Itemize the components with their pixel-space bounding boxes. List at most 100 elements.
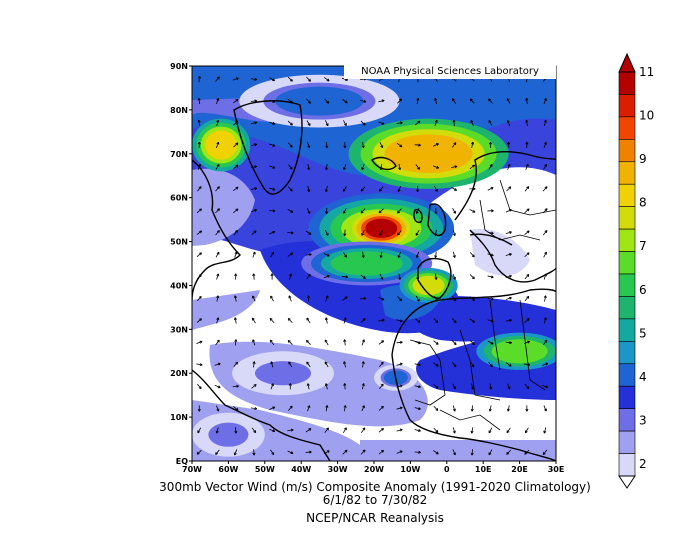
wind-arrow-166 xyxy=(306,273,311,280)
wind-arrow-139 xyxy=(543,317,547,324)
wind-arrow-88 xyxy=(343,361,347,368)
wind-arrow-58 xyxy=(525,405,529,412)
lon-tick-label: 50W xyxy=(255,465,275,474)
wind-arrow-240 xyxy=(197,186,202,192)
wind-arrow-285 xyxy=(287,142,293,148)
wind-arrow-217 xyxy=(505,231,512,235)
wind-arrow-277 xyxy=(507,163,511,170)
wind-arrow-113 xyxy=(433,340,439,345)
wind-arrow-197 xyxy=(505,252,512,256)
wind-arrow-199 xyxy=(543,251,547,258)
colorbar-segment xyxy=(618,94,636,118)
wind-arrow-344 xyxy=(269,77,275,82)
wind-arrow-66 xyxy=(306,383,310,390)
wind-arrow-124 xyxy=(269,317,275,324)
wind-arrow-14 xyxy=(452,449,456,456)
wind-arrow-286 xyxy=(307,142,311,149)
wind-arrow-143 xyxy=(252,295,256,302)
wind-arrow-101 xyxy=(215,339,220,346)
wind-arrow-248 xyxy=(342,186,347,192)
lat-tick-label: 30N xyxy=(170,325,188,334)
wind-arrow-193 xyxy=(434,251,438,258)
lat-tick-label: 40N xyxy=(170,281,188,290)
wind-arrow-47 xyxy=(325,405,329,412)
wind-arrow-251 xyxy=(397,185,402,192)
wind-arrow-167 xyxy=(323,274,330,279)
wind-arrow-283 xyxy=(250,143,258,147)
wind-arrow-83 xyxy=(252,361,256,368)
wind-arrow-70 xyxy=(379,383,384,389)
lon-tick-label: 0 xyxy=(444,465,450,474)
wind-arrow-81 xyxy=(214,362,221,366)
colorbar-segment xyxy=(618,408,636,432)
wind-arrow-97 xyxy=(505,362,512,367)
colorbar-min-arrow xyxy=(618,475,636,489)
wind-arrow-192 xyxy=(415,251,420,258)
wind-arrow-308 xyxy=(343,120,347,127)
wind-arrow-57 xyxy=(506,405,511,412)
wind-arrow-65 xyxy=(288,383,292,390)
lat-tick-label: 80N xyxy=(170,106,188,115)
colorbar-segment xyxy=(618,139,636,163)
wind-arrow-187 xyxy=(323,253,330,257)
wind-arrow-191 xyxy=(397,251,401,258)
wind-arrow-55 xyxy=(470,405,474,412)
colorbar-label: 11 xyxy=(639,65,654,79)
wind-arrow-269 xyxy=(361,164,365,171)
wind-arrow-272 xyxy=(415,164,420,170)
colorbar-segment xyxy=(618,251,636,275)
wind-arrow-104 xyxy=(269,339,275,346)
wind-arrow-252 xyxy=(416,185,420,193)
wind-arrow-188 xyxy=(342,252,347,258)
coastlines xyxy=(192,100,556,461)
colorbar-segment xyxy=(618,363,636,387)
lon-tick-label: 10E xyxy=(475,465,492,474)
wind-arrow-313 xyxy=(434,119,438,127)
wind-arrow-229 xyxy=(360,208,366,214)
wind-arrow-321 xyxy=(216,97,220,105)
wind-arrow-12 xyxy=(414,450,421,454)
wind-arrow-273 xyxy=(432,165,439,169)
credit-label: NOAA Physical Sciences Laboratory xyxy=(344,65,556,79)
wind-arrow-201 xyxy=(215,230,220,236)
wind-arrow-77 xyxy=(507,383,511,390)
wind-arrow-314 xyxy=(452,119,456,127)
wind-arrow-168 xyxy=(341,275,349,279)
wind-arrow-36 xyxy=(488,427,493,434)
wind-arrow-68 xyxy=(343,383,347,390)
wind-arrow-141 xyxy=(216,295,220,302)
wind-arrow-226 xyxy=(306,207,311,214)
wind-arrow-109 xyxy=(361,339,365,346)
wind-arrow-307 xyxy=(325,120,329,127)
colorbar-segment xyxy=(618,228,636,252)
wind-arrow-127 xyxy=(324,317,328,324)
wind-arrow-78 xyxy=(524,383,530,390)
wind-arrow-9 xyxy=(360,449,366,455)
wind-arrow-212 xyxy=(415,229,420,236)
wind-arrow-161 xyxy=(216,273,220,280)
wind-arrow-170 xyxy=(379,273,384,280)
wind-arrow-169 xyxy=(360,274,366,279)
colorbar-max-arrow xyxy=(618,52,636,73)
colorbar-label: 5 xyxy=(639,326,647,340)
wind-arrow-281 xyxy=(216,141,220,148)
wind-arrow-100 xyxy=(196,340,203,344)
wind-arrow-173 xyxy=(434,273,438,280)
wind-arrow-318 xyxy=(525,119,529,127)
wind-arrow-62 xyxy=(232,384,239,388)
anomaly-blob-6 xyxy=(412,275,445,296)
wind-arrow-278 xyxy=(525,163,529,170)
wind-arrow-220 xyxy=(196,208,202,214)
wind-arrow-292 xyxy=(414,143,421,147)
wind-arrow-50 xyxy=(378,405,384,411)
wind-arrow-244 xyxy=(269,187,276,191)
wind-arrow-76 xyxy=(489,383,493,390)
wind-arrow-123 xyxy=(251,317,256,324)
wind-arrow-39 xyxy=(543,427,547,434)
wind-arrow-135 xyxy=(469,318,476,323)
wind-arrow-131 xyxy=(396,319,403,323)
wind-arrow-26 xyxy=(305,428,312,433)
colorbar-segment xyxy=(618,206,636,230)
wind-arrow-347 xyxy=(324,77,330,82)
